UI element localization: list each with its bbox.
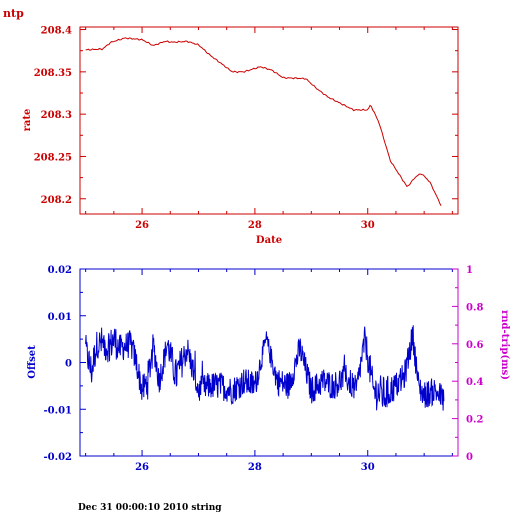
offset-chart: 26 28 30-0.02-0.0100.010.0200.20.40.60.81 … — [27, 265, 510, 473]
offset-chart-ticks — [80, 268, 458, 457]
rate-ylabel: rate — [22, 109, 33, 132]
offset-ytick-label: -0.01 — [43, 405, 72, 416]
offset-y2tick-label: 0.4 — [466, 377, 483, 388]
offset-ytick-label: 0.01 — [48, 312, 72, 323]
rate-ytick-label: 208.4 — [41, 26, 72, 37]
offset-chart-series — [85, 325, 445, 411]
offset-ylabel: Offset — [27, 345, 38, 379]
offset-y2tick-label: 0 — [466, 452, 473, 463]
rate-ytick-label: 208.3 — [41, 110, 72, 121]
offset-y2tick-label: 0.2 — [466, 415, 483, 426]
rate-xtick-label: 30 — [361, 220, 375, 231]
page-label: ntp — [3, 7, 24, 20]
offset-y2tick-label: 0.8 — [466, 302, 483, 313]
offset-xtick-label: 26 — [135, 462, 149, 473]
rate-xtick-label: 28 — [248, 220, 262, 231]
offset-ytick-label: 0.02 — [48, 265, 72, 276]
footer-timestamp: Dec 31 00:00:10 2010 string — [78, 503, 222, 512]
offset-chart-tick-labels: 26 28 30 -0.02 -0.01 0 0.01 0.02 0 0.2 0.4 0.6 0.8 1 — [43, 265, 483, 473]
rate-chart-ticks — [80, 27, 458, 214]
roundtrip-ylabel: rnd-trip(ms) — [499, 310, 510, 380]
offset-y2tick-label: 0.6 — [466, 340, 483, 351]
rate-chart-frame — [79, 26, 459, 215]
rate-series-line-0 — [85, 37, 442, 206]
offset-xtick-label: 28 — [248, 462, 262, 473]
rate-xtick-label: 26 — [135, 220, 149, 231]
rate-ytick-label: 208.2 — [41, 195, 72, 206]
offset-ytick-label: 0 — [65, 359, 72, 370]
rate-xlabel: Date — [256, 235, 282, 246]
offset-ytick-label: -0.02 — [43, 452, 72, 463]
offset-y2tick-label: 1 — [466, 265, 473, 276]
rate-ytick-label: 208.35 — [34, 68, 72, 79]
offset-xtick-label: 30 — [361, 462, 375, 473]
rate-chart: 26 28 30 208.2 208.25 208.3 208.35 208.4 Date r… — [22, 26, 459, 246]
offset-series-line-0 — [85, 325, 445, 411]
rate-chart-tick-labels: 26 28 30 208.2 208.25 208.3 208.35 208.4 — [34, 26, 375, 231]
rate-ytick-label: 208.25 — [34, 152, 72, 163]
rate-chart-series — [85, 37, 442, 206]
